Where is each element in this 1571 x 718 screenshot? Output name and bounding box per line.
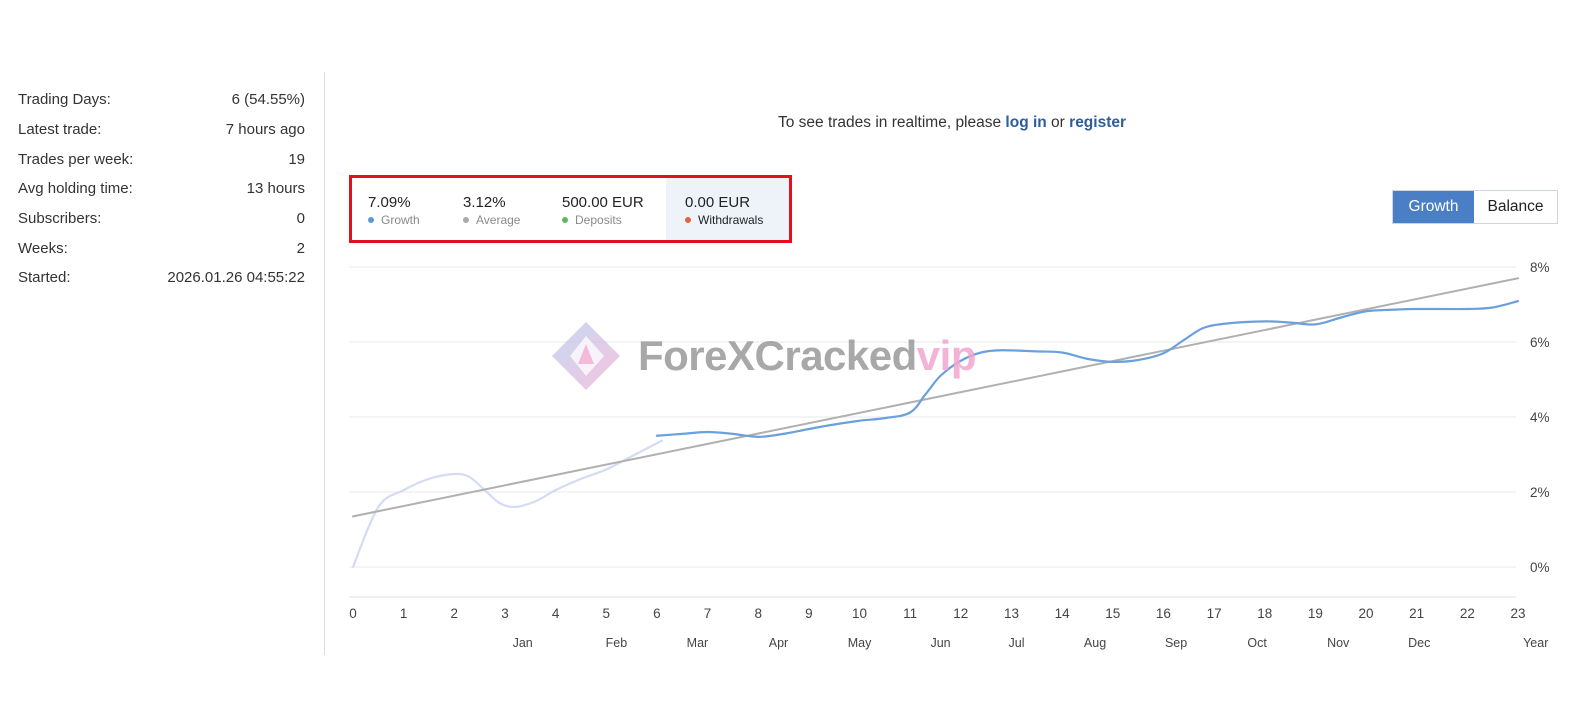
month-label: Apr — [769, 636, 788, 650]
stat-value: 19 — [288, 150, 305, 168]
metric-growth: 7.09% Growth — [368, 178, 420, 240]
withdrawals-label: Withdrawals — [698, 213, 764, 227]
metric-deposits: 500.00 EUR Deposits — [562, 178, 644, 240]
stat-label: Weeks: — [18, 239, 68, 257]
notice-middle: or — [1046, 114, 1070, 131]
x-tick-label: 0 — [349, 606, 357, 621]
deposits-label: Deposits — [575, 213, 622, 227]
x-tick-label: 2 — [451, 606, 459, 621]
x-tick-label: 1 — [400, 606, 408, 621]
growth-value: 7.09% — [368, 194, 411, 211]
register-link[interactable]: register — [1069, 114, 1127, 131]
x-tick-label: 23 — [1510, 606, 1525, 621]
x-tick-label: 8 — [754, 606, 762, 621]
watermark-logo-icon — [552, 322, 620, 390]
average-dot-icon — [463, 217, 469, 223]
month-label: Nov — [1327, 636, 1350, 650]
x-tick-label: 18 — [1257, 606, 1272, 621]
chart-mode-toggle: Growth Balance — [1392, 190, 1558, 224]
stat-label: Avg holding time: — [18, 180, 133, 198]
x-tick-label: 4 — [552, 606, 560, 621]
month-label: Oct — [1247, 636, 1267, 650]
withdrawals-value: 0.00 EUR — [685, 194, 751, 211]
stat-value: 7 hours ago — [225, 121, 305, 139]
stat-value: 6 (54.55%) — [231, 91, 305, 109]
x-tick-label: 3 — [501, 606, 509, 621]
watermark: ForeXCrackedvip — [548, 318, 1028, 398]
x-tick-label: 11 — [903, 606, 917, 621]
x-tick-label: 7 — [704, 606, 712, 621]
stat-row-trading-days: Trading Days: 6 (54.55%) — [18, 85, 305, 115]
stat-value: 13 hours — [246, 180, 305, 198]
x-tick-label: 21 — [1409, 606, 1424, 621]
stat-value: 2 — [296, 239, 305, 257]
stat-value: 0 — [296, 210, 305, 228]
month-label: Jul — [1009, 636, 1025, 650]
stats-panel: Trading Days: 6 (54.55%) Latest trade: 7… — [18, 85, 305, 293]
growth-dot-icon — [368, 217, 374, 223]
series-line-growth-faded — [351, 439, 664, 569]
stat-label: Subscribers: — [18, 210, 102, 228]
stat-label: Trading Days: — [18, 91, 111, 109]
x-tick-label: 13 — [1004, 606, 1019, 621]
stat-row-weeks: Weeks: 2 — [18, 233, 305, 263]
average-value: 3.12% — [463, 194, 506, 211]
month-label: Feb — [606, 636, 628, 650]
x-tick-label: 6 — [653, 606, 661, 621]
x-tick-label: 10 — [852, 606, 867, 621]
series-line-growth — [655, 300, 1520, 438]
month-label: Jun — [930, 636, 950, 650]
login-link[interactable]: log in — [1005, 114, 1047, 131]
x-tick-label: 14 — [1055, 606, 1071, 621]
x-tick-label: 12 — [953, 606, 968, 621]
month-label: Dec — [1408, 636, 1430, 650]
y-tick-label: 6% — [1530, 335, 1550, 350]
x-tick-label: 20 — [1359, 606, 1374, 621]
stat-value: 2026.01.26 04:55:22 — [167, 269, 305, 287]
y-tick-label: 0% — [1530, 560, 1550, 575]
realtime-notice: To see trades in realtime, please log in… — [352, 114, 1552, 132]
x-tick-label: 5 — [603, 606, 611, 621]
x-tick-label: 9 — [805, 606, 813, 621]
growth-toggle-button[interactable]: Growth — [1393, 191, 1474, 223]
stat-label: Latest trade: — [18, 121, 102, 139]
series-line-average — [352, 277, 1519, 518]
stat-row-subscribers: Subscribers: 0 — [18, 204, 305, 234]
x-tick-label: 22 — [1460, 606, 1475, 621]
stat-row-latest-trade: Latest trade: 7 hours ago — [18, 115, 305, 145]
stat-row-trades-per-week: Trades per week: 19 — [18, 144, 305, 174]
summary-box: 7.09% Growth 3.12% Average 500.00 EUR De… — [349, 175, 792, 243]
growth-label: Growth — [381, 213, 420, 227]
watermark-text-main: ForeXCracked — [638, 332, 917, 379]
stat-row-started: Started: 2026.01.26 04:55:22 — [18, 263, 305, 293]
month-label: May — [848, 636, 872, 650]
watermark-text-accent: vip — [916, 332, 977, 379]
average-label: Average — [476, 213, 521, 227]
stat-label: Started: — [18, 269, 71, 287]
y-tick-label: 2% — [1530, 485, 1550, 500]
y-tick-label: 4% — [1530, 410, 1550, 425]
panel-divider — [324, 72, 325, 655]
x-tick-label: 15 — [1105, 606, 1120, 621]
stat-row-avg-holding-time: Avg holding time: 13 hours — [18, 174, 305, 204]
notice-prefix: To see trades in realtime, please — [777, 114, 1006, 131]
balance-toggle-button[interactable]: Balance — [1474, 191, 1557, 223]
withdrawals-dot-icon — [685, 217, 691, 223]
y-tick-label: 8% — [1530, 260, 1550, 275]
month-label: Aug — [1084, 636, 1106, 650]
metric-average: 3.12% Average — [463, 178, 520, 240]
x-tick-label: 19 — [1308, 606, 1323, 621]
deposits-value: 500.00 EUR — [562, 194, 644, 211]
month-label: Mar — [687, 636, 709, 650]
month-label: Year — [1523, 636, 1548, 650]
x-tick-label: 17 — [1207, 606, 1222, 621]
stat-label: Trades per week: — [18, 150, 134, 168]
metric-withdrawals: 0.00 EUR Withdrawals — [666, 178, 789, 240]
month-label: Jan — [513, 636, 533, 650]
month-label: Sep — [1165, 636, 1187, 650]
deposits-dot-icon — [562, 217, 568, 223]
x-tick-label: 16 — [1156, 606, 1171, 621]
